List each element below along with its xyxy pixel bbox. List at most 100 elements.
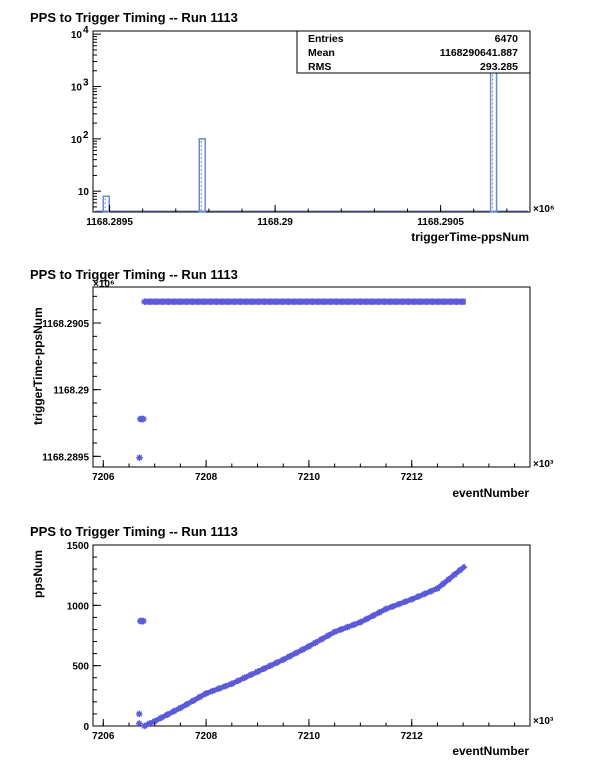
data-point xyxy=(402,598,409,606)
y-tick-label: 0 xyxy=(83,722,89,733)
data-point xyxy=(215,685,223,692)
data-point xyxy=(333,298,340,305)
stats-rms-label: RMS xyxy=(308,61,331,73)
data-point xyxy=(222,682,229,690)
data-point xyxy=(213,298,220,305)
data-point xyxy=(273,298,280,305)
data-point xyxy=(189,697,197,704)
data-point xyxy=(345,298,352,305)
data-point xyxy=(249,298,256,305)
data-point xyxy=(209,687,216,695)
data-point xyxy=(241,674,248,682)
data-point xyxy=(237,298,244,305)
data-point xyxy=(376,608,383,616)
data-point xyxy=(318,635,326,643)
data-point xyxy=(423,298,430,305)
x-tick-label: 7206 xyxy=(92,472,115,483)
y-tick-label: 10 xyxy=(78,187,90,198)
data-point xyxy=(255,298,262,305)
data-point xyxy=(285,298,292,305)
y-tick-label: 1000 xyxy=(67,601,90,612)
data-point xyxy=(135,710,143,718)
data-point xyxy=(157,714,165,722)
data-point xyxy=(414,593,422,600)
y-tick-label: 10 xyxy=(71,30,83,41)
data-point xyxy=(231,298,238,305)
data-point xyxy=(146,720,153,727)
data-point xyxy=(189,298,196,305)
y-tick-exponent: 4 xyxy=(83,25,89,36)
data-point xyxy=(228,680,236,688)
data-point xyxy=(183,700,191,708)
axis-ticks-3: 7206 7208 7210 7212 0 500 1000 1500 xyxy=(67,541,516,742)
data-point xyxy=(165,298,172,305)
data-point xyxy=(459,298,466,305)
data-point xyxy=(159,298,166,305)
ppsnum-scatter-marks xyxy=(135,563,468,730)
data-point xyxy=(387,298,394,305)
data-point xyxy=(339,298,346,305)
data-point xyxy=(286,653,293,660)
timing-scatter-panel: PPS to Trigger Timing -- Run 1113 7206 72… xyxy=(30,267,554,500)
chart-title-2: PPS to Trigger Timing -- Run 1113 xyxy=(30,267,238,282)
data-point xyxy=(369,298,376,305)
data-point xyxy=(429,298,436,305)
stats-entries-value: 6470 xyxy=(495,33,519,45)
x-axis-title-2: eventNumber xyxy=(452,486,529,500)
data-point xyxy=(324,632,332,639)
data-point xyxy=(350,621,358,628)
chart-title-3: PPS to Trigger Timing -- Run 1113 xyxy=(30,524,238,539)
data-point xyxy=(408,596,416,603)
data-point xyxy=(201,298,208,305)
data-point xyxy=(327,298,334,305)
data-point xyxy=(207,298,214,305)
x-tick-label: 7212 xyxy=(401,472,424,483)
data-point xyxy=(261,298,268,305)
data-point xyxy=(331,628,338,636)
x-tick-label: 7206 xyxy=(92,731,115,742)
data-point xyxy=(435,298,442,305)
data-point xyxy=(309,298,316,305)
stats-mean-value: 1168290641.887 xyxy=(440,47,518,59)
data-point xyxy=(315,298,322,305)
data-point xyxy=(291,298,298,305)
x-multiplier-3: ×10³ xyxy=(533,716,554,727)
data-point xyxy=(141,722,148,730)
data-point xyxy=(151,717,158,725)
y-tick-label: 1168.2895 xyxy=(42,452,89,463)
x-multiplier-1: ×10⁶ xyxy=(533,204,555,215)
data-point xyxy=(299,646,306,653)
data-point xyxy=(225,298,232,305)
histogram-bin xyxy=(102,195,110,213)
stats-entries-label: Entries xyxy=(308,33,344,45)
stats-rms-value: 293.285 xyxy=(480,61,518,73)
data-point xyxy=(447,298,454,305)
data-point xyxy=(254,668,261,675)
data-point xyxy=(363,298,370,305)
data-point xyxy=(267,662,274,669)
data-point xyxy=(234,677,242,685)
plot-frame-3 xyxy=(92,544,531,727)
data-point xyxy=(399,298,406,305)
data-point xyxy=(427,587,435,595)
histogram-panel: PPS to Trigger Timing -- Run 1113 1168.2… xyxy=(30,10,555,244)
data-point xyxy=(363,615,371,623)
chart-title-1: PPS to Trigger Timing -- Run 1113 xyxy=(30,10,238,25)
data-point xyxy=(164,711,171,718)
data-point xyxy=(292,649,300,657)
data-point xyxy=(177,704,184,712)
data-point xyxy=(441,298,448,305)
data-point xyxy=(140,415,147,423)
data-point xyxy=(369,612,377,619)
data-point xyxy=(196,693,203,701)
data-point xyxy=(453,298,460,305)
data-point xyxy=(382,605,390,613)
data-point xyxy=(375,298,382,305)
y-tick-label: 1500 xyxy=(67,541,90,552)
data-point xyxy=(202,690,210,697)
ppsnum-scatter-panel: PPS to Trigger Timing -- Run 1113 7206 72… xyxy=(30,524,554,758)
y-tick-exponent: 3 xyxy=(83,78,89,89)
data-point xyxy=(141,298,148,305)
data-point xyxy=(297,298,304,305)
